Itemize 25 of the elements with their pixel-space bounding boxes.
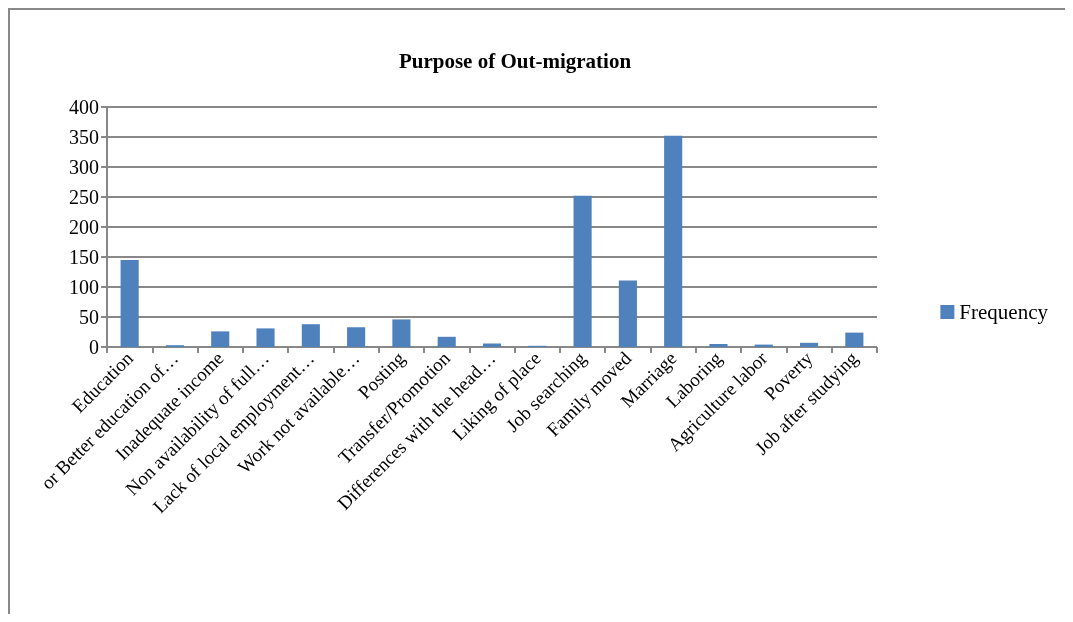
bar xyxy=(301,324,320,347)
bar xyxy=(573,195,592,347)
bar xyxy=(800,342,819,347)
bar xyxy=(437,336,456,347)
y-tick-label: 350 xyxy=(69,126,99,148)
bar xyxy=(211,331,230,347)
bar xyxy=(392,319,411,347)
y-tick-label: 250 xyxy=(69,186,99,208)
y-tick-label: 200 xyxy=(69,216,99,238)
bar xyxy=(618,280,637,347)
y-tick-label: 300 xyxy=(69,156,99,178)
bar xyxy=(347,327,366,347)
legend-label: Frequency xyxy=(959,300,1049,324)
y-tick-label: 0 xyxy=(89,336,99,358)
y-tick-label: 50 xyxy=(79,306,99,328)
chart-title: Purpose of Out-migration xyxy=(398,48,632,73)
bar xyxy=(482,343,502,347)
y-tick-label: 150 xyxy=(69,246,99,268)
y-tick-label: 100 xyxy=(69,276,99,298)
y-tick-label: 400 xyxy=(69,96,99,118)
bar xyxy=(845,332,864,347)
bar xyxy=(256,328,275,347)
bar xyxy=(709,344,728,347)
bar xyxy=(664,135,683,347)
bar xyxy=(120,260,139,347)
